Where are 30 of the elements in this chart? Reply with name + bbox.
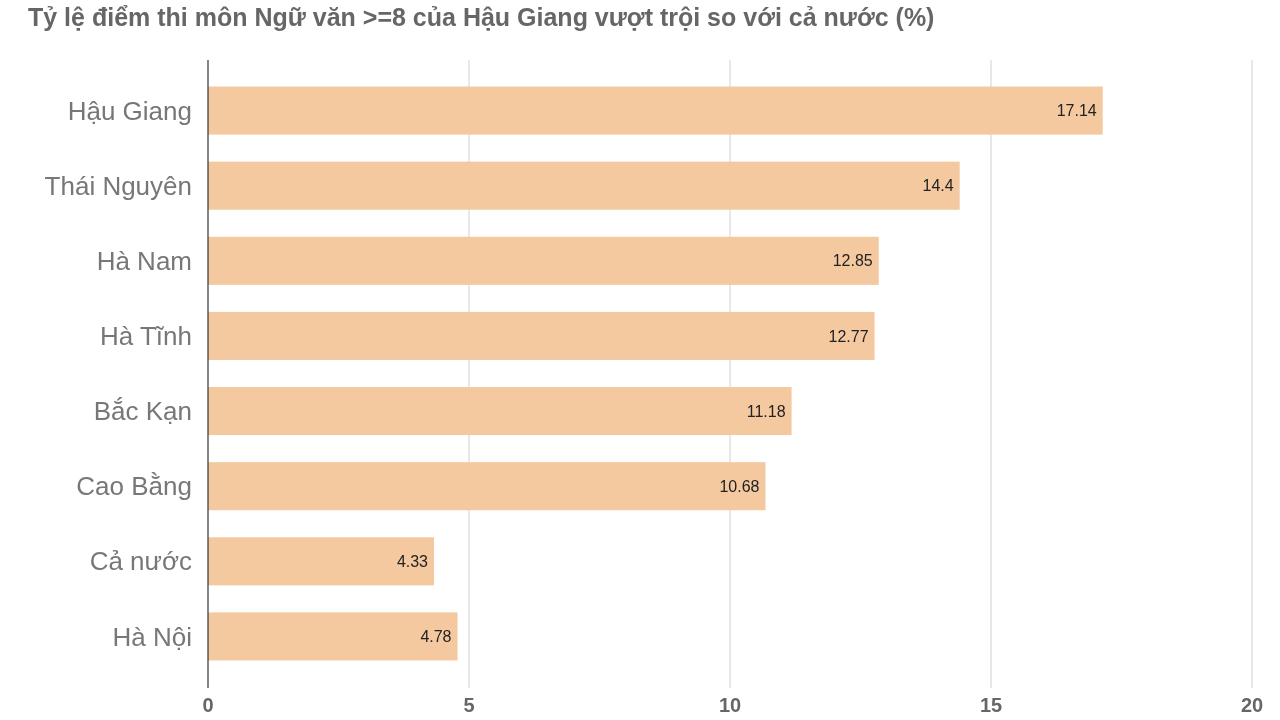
data-label: 4.33 [396, 552, 429, 570]
y-tick-label: Hà Nam [96, 245, 192, 276]
y-tick-label: Hà Nội [112, 621, 192, 652]
x-tick-label: 5 [463, 694, 475, 716]
x-tick-label: 0 [202, 694, 214, 716]
bar [208, 311, 875, 360]
x-tick-label: 20 [1240, 694, 1264, 716]
y-tick-label: Hậu Giang [67, 95, 192, 126]
data-label: 12.77 [828, 327, 869, 345]
y-tick-label: Cao Bằng [76, 471, 192, 502]
bar [208, 161, 960, 210]
y-tick-label: Thái Nguyên [44, 170, 192, 201]
bar [208, 387, 792, 436]
data-label: 11.18 [746, 402, 786, 420]
bar [208, 236, 879, 285]
data-label: 10.68 [719, 477, 760, 495]
data-label: 4.78 [420, 628, 452, 646]
y-tick-label: Hà Tĩnh [99, 321, 192, 352]
bar [208, 612, 458, 661]
bar [208, 537, 435, 586]
x-tick-label: 15 [979, 694, 1003, 716]
data-label: 17.14 [1056, 102, 1097, 120]
data-label: 14.4 [922, 177, 954, 195]
y-tick-label: Bắc Kạn [93, 396, 192, 427]
x-tick-label: 10 [718, 694, 742, 716]
bar [208, 86, 1103, 135]
data-label: 12.85 [832, 252, 873, 270]
y-tick-label: Cả nước [89, 546, 192, 577]
chart-title: Tỷ lệ điểm thi môn Ngữ văn >=8 của Hậu Giang vượt trội so với cả nước (%) [28, 3, 935, 31]
bar [208, 462, 766, 511]
